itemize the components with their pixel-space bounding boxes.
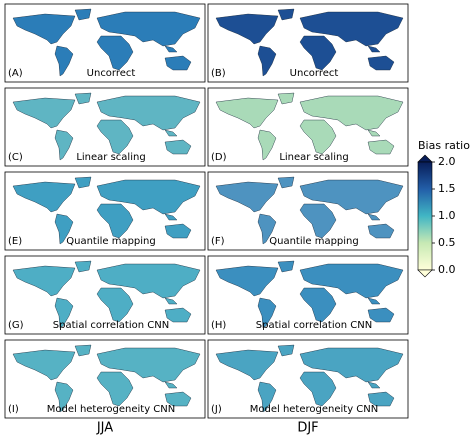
colorbar-tick-label: 1.0 bbox=[438, 209, 456, 222]
map-panel: (D) Linear scaling bbox=[207, 87, 409, 167]
colorbar-tick-label: 0.5 bbox=[438, 236, 456, 249]
colorbar-bar bbox=[417, 161, 433, 271]
panel-method: Linear scaling bbox=[76, 152, 145, 163]
map-panel: (G) Spatial correlation CNN bbox=[4, 255, 206, 335]
panel-method: Quantile mapping bbox=[66, 236, 156, 247]
panel-letter: (J) bbox=[211, 404, 222, 415]
panel-letter: (B) bbox=[211, 68, 226, 79]
panel-letter: (A) bbox=[8, 68, 23, 79]
colorbar-tick-label: 0.0 bbox=[438, 263, 456, 276]
panel-method: Uncorrect bbox=[290, 68, 339, 79]
panel-method: Uncorrect bbox=[87, 68, 136, 79]
map-panel: (I) Model heterogeneity CNN bbox=[4, 339, 206, 419]
colorbar-tick-label: 1.5 bbox=[438, 182, 456, 195]
column-label: JJA bbox=[96, 421, 113, 436]
panel-letter: (C) bbox=[8, 152, 23, 163]
colorbar-extend bbox=[417, 154, 433, 163]
panel-method: Spatial correlation CNN bbox=[53, 320, 169, 331]
panel-method: Quantile mapping bbox=[269, 236, 359, 247]
colorbar-tick-label: 2.0 bbox=[438, 155, 456, 168]
panel-method: Spatial correlation CNN bbox=[256, 320, 372, 331]
map-panel: (E) Quantile mapping bbox=[4, 171, 206, 251]
panel-letter: (G) bbox=[8, 320, 24, 331]
column-label: DJF bbox=[297, 421, 318, 436]
map-panel: (B) Uncorrect bbox=[207, 3, 409, 83]
panel-letter: (H) bbox=[211, 320, 226, 331]
panel-letter: (I) bbox=[8, 404, 19, 415]
panel-method: Model heterogeneity CNN bbox=[250, 404, 379, 415]
map-panel: (J) Model heterogeneity CNN bbox=[207, 339, 409, 419]
panel-letter: (F) bbox=[211, 236, 225, 247]
colorbar: Bias ratio 0.0 0.5 1.0 1.5 2.0 bbox=[417, 139, 470, 278]
panel-letter: (E) bbox=[8, 236, 22, 247]
map-panel: (F) Quantile mapping bbox=[207, 171, 409, 251]
panels: (A) Uncorrect (B) Uncorrect (C) Linear scalin… bbox=[4, 3, 409, 419]
colorbar-label: Bias ratio bbox=[418, 139, 470, 152]
map-panel: (A) Uncorrect bbox=[4, 3, 206, 83]
panel-letter: (D) bbox=[211, 152, 227, 163]
panel-method: Model heterogeneity CNN bbox=[47, 404, 176, 415]
colorbar-extend bbox=[417, 269, 433, 278]
map-panel: (C) Linear scaling bbox=[4, 87, 206, 167]
panel-method: Linear scaling bbox=[279, 152, 348, 163]
map-panel: (H) Spatial correlation CNN bbox=[207, 255, 409, 335]
